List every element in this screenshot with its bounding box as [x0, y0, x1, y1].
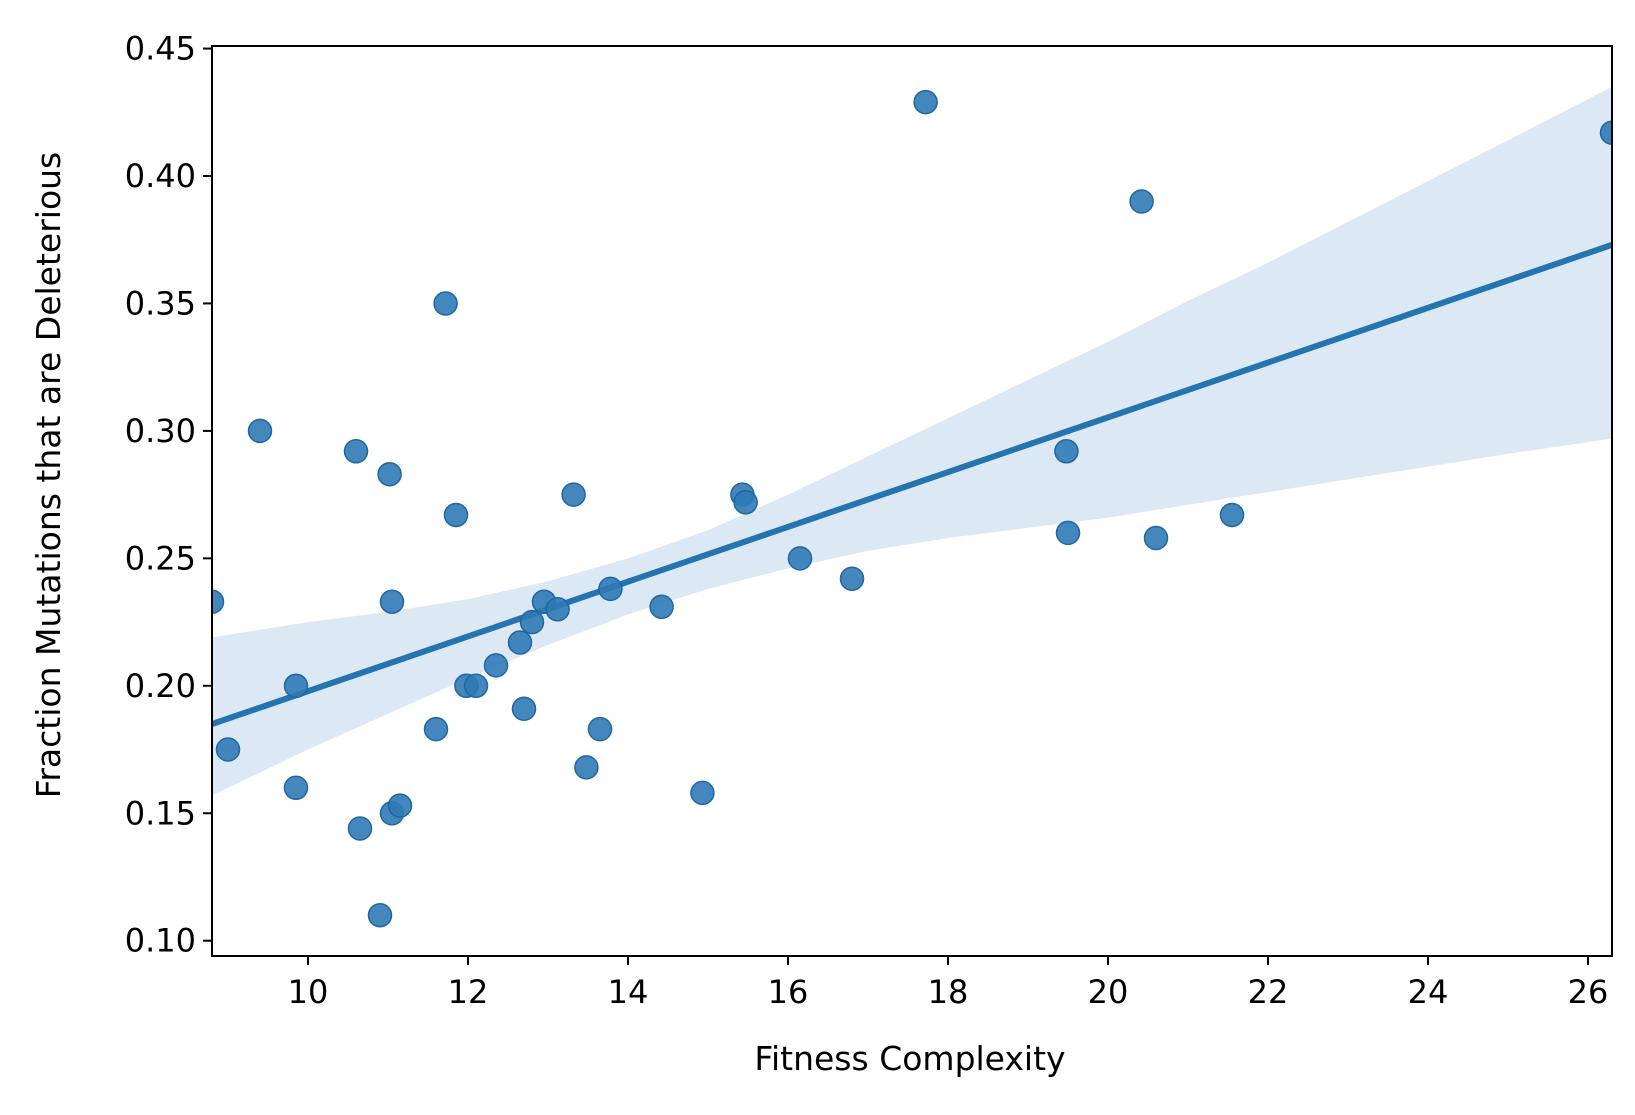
y-axis-title: Fraction Mutations that are Deleterious: [29, 152, 68, 798]
data-point: [733, 490, 758, 515]
data-point: [379, 589, 405, 614]
data-point: [839, 566, 865, 591]
plot-border: [211, 45, 1613, 957]
data-point: [1129, 189, 1154, 214]
data-point: [787, 546, 813, 571]
data-point: [913, 89, 938, 115]
data-point: [561, 482, 586, 507]
plot-frame: [211, 45, 1613, 957]
data-point: [574, 755, 599, 780]
y-tick-label: 0.25: [125, 539, 196, 577]
data-point: [587, 716, 613, 742]
x-tick-label: 12: [448, 973, 489, 1011]
data-point: [1219, 502, 1245, 528]
data-point: [215, 737, 241, 762]
data-point: [1143, 525, 1169, 551]
y-tick-label: 0.30: [125, 412, 196, 450]
data-point: [545, 597, 570, 622]
data-point: [598, 576, 623, 602]
regression-line: [212, 241, 1612, 727]
x-tick-label: 14: [608, 973, 649, 1011]
data-point: [690, 780, 715, 806]
data-point: [283, 775, 309, 801]
x-tick-label: 24: [1408, 973, 1449, 1011]
y-tick-label: 0.20: [125, 667, 196, 705]
data-point: [247, 418, 273, 444]
regression-line-layer: [212, 241, 1612, 727]
data-point: [387, 793, 413, 818]
data-point: [1599, 120, 1612, 145]
y-axis: 0.10 0.15 0.20 0.25 0.30 0.35 0.40 0.45: [125, 30, 212, 960]
x-tick-label: 22: [1248, 973, 1289, 1011]
data-point: [367, 902, 393, 928]
y-tick-label: 0.35: [125, 284, 196, 322]
confidence-band-layer: [212, 86, 1612, 796]
y-tick-label: 0.40: [125, 157, 196, 195]
data-point: [511, 696, 537, 721]
y-tick-label: 0.45: [125, 30, 196, 68]
data-point: [483, 653, 509, 678]
data-point: [283, 673, 309, 699]
data-point: [423, 716, 449, 742]
x-axis: 10 12 14 16 18 20 22 24 26: [288, 956, 1609, 1011]
x-axis-title: Fitness Complexity: [754, 1039, 1065, 1078]
data-point: [507, 630, 533, 655]
x-tick-label: 18: [928, 973, 969, 1011]
data-point: [1055, 520, 1081, 546]
x-tick-label: 20: [1088, 973, 1129, 1011]
confidence-band: [212, 86, 1612, 796]
data-point: [443, 502, 469, 528]
data-point: [433, 291, 458, 316]
data-point: [347, 816, 373, 841]
data-point: [1054, 439, 1079, 464]
y-tick-label: 0.15: [125, 794, 196, 832]
x-tick-label: 16: [768, 973, 809, 1011]
data-point: [343, 439, 369, 464]
data-point: [519, 609, 545, 635]
data-point: [463, 673, 489, 699]
data-points-layer: [212, 89, 1612, 928]
data-point: [212, 589, 225, 614]
data-point: [377, 461, 402, 487]
data-point: [649, 594, 674, 620]
y-tick-label: 0.10: [125, 922, 196, 960]
x-tick-label: 26: [1568, 973, 1609, 1011]
x-tick-label: 10: [288, 973, 329, 1011]
